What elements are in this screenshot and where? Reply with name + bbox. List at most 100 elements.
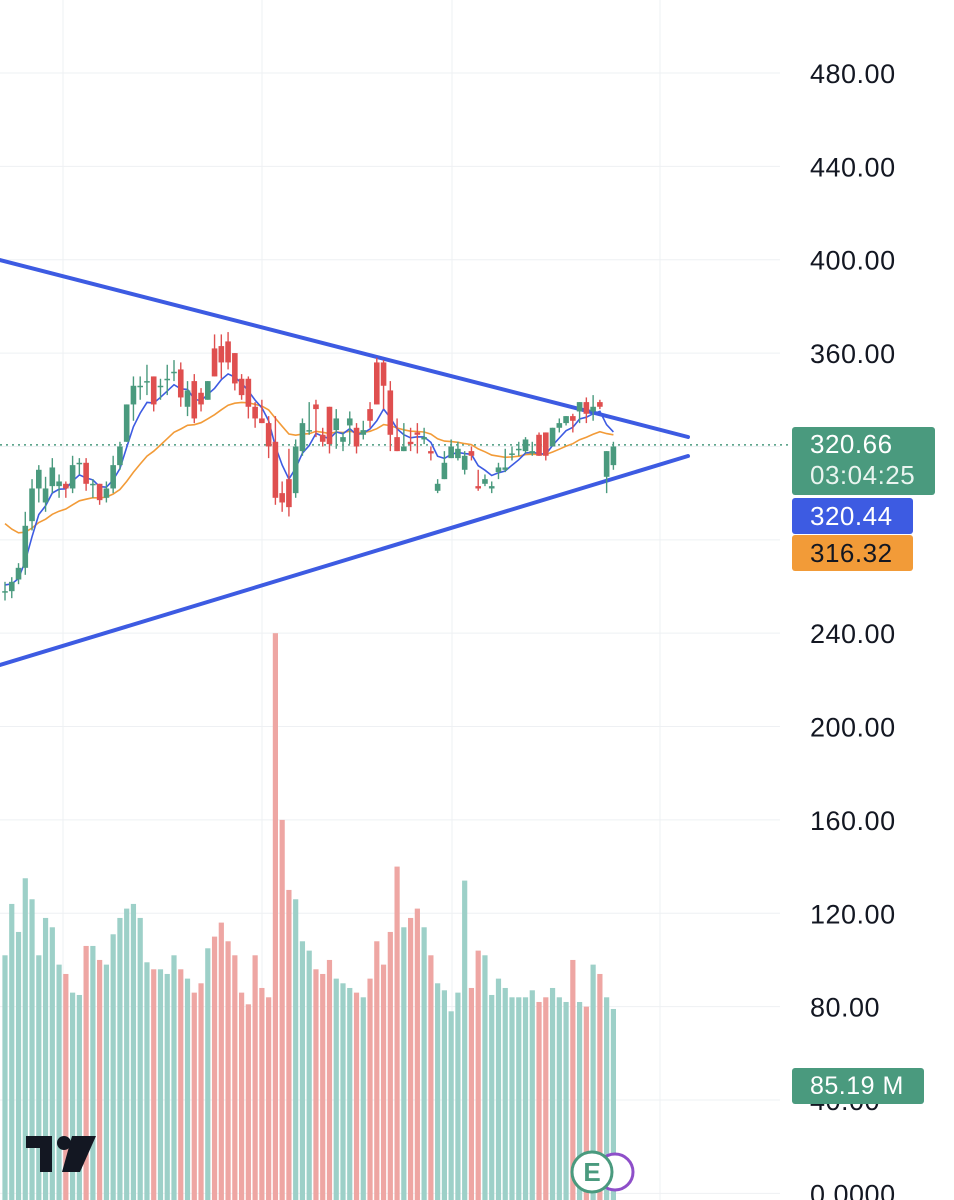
volume-bar — [347, 987, 353, 1200]
candle-body — [461, 455, 468, 470]
volume-bar — [56, 964, 62, 1200]
volume-bar — [475, 950, 481, 1200]
candlesticks — [2, 332, 617, 601]
candle-body — [475, 486, 481, 489]
candle — [90, 479, 96, 498]
volume-bar — [286, 889, 292, 1200]
candle — [211, 334, 218, 377]
candle — [536, 432, 542, 456]
candle — [326, 406, 333, 454]
candle — [380, 360, 387, 410]
candle — [150, 376, 157, 412]
volume-bar — [198, 983, 204, 1200]
price-tick-label: 480.00 — [810, 59, 896, 89]
candle-body — [252, 406, 258, 419]
volume-bar — [502, 987, 508, 1200]
volume-bar — [448, 1011, 454, 1200]
candle-body — [245, 378, 252, 407]
price-tick-label: 80.00 — [810, 993, 880, 1023]
candle-body — [340, 437, 346, 442]
candle-body — [103, 488, 110, 498]
volume-bar — [421, 927, 427, 1200]
candle-body — [8, 581, 15, 592]
volume-bar — [597, 973, 603, 1200]
volume-bar — [2, 955, 8, 1200]
candle — [191, 374, 198, 424]
candle — [434, 479, 441, 494]
svg-text:E: E — [583, 1157, 600, 1187]
price-tick-label: 240.00 — [810, 619, 896, 649]
candle-body — [2, 591, 8, 593]
candle-body — [610, 446, 617, 466]
volume-bar — [320, 973, 326, 1200]
earnings-e-icon[interactable]: E — [568, 1150, 638, 1200]
candle — [333, 409, 340, 449]
volume-bar — [374, 941, 380, 1200]
candle — [387, 381, 394, 452]
volume-bar — [110, 934, 116, 1200]
volume-bar — [124, 908, 130, 1200]
volume-bar — [313, 969, 319, 1200]
support-trendline — [0, 454, 690, 667]
candle — [495, 462, 502, 480]
volume-bar — [333, 978, 339, 1200]
volume-bar — [441, 990, 447, 1200]
candle-body — [117, 446, 123, 466]
price-tick-label: 160.00 — [810, 806, 896, 836]
volume-bar — [353, 992, 360, 1200]
volume-bar — [563, 1001, 569, 1200]
candle-body — [414, 432, 421, 435]
candle-body — [597, 402, 603, 407]
volume-bar — [90, 945, 96, 1200]
candle — [238, 374, 245, 400]
candle — [360, 420, 367, 440]
candle — [543, 432, 549, 461]
candle — [198, 388, 204, 412]
candle — [482, 474, 488, 487]
volume-bar — [178, 969, 184, 1200]
candle-body — [36, 469, 42, 489]
volume-bar — [610, 1008, 616, 1200]
candle — [144, 364, 150, 396]
candle — [590, 395, 596, 421]
volume-bar — [299, 941, 306, 1200]
volume-bar — [76, 994, 82, 1200]
candle-body — [434, 483, 441, 491]
volume-bar — [549, 987, 556, 1200]
candle-body — [177, 369, 184, 398]
volume-bar — [97, 959, 103, 1200]
candle-body — [29, 488, 35, 522]
candle — [570, 413, 576, 433]
candle-body — [157, 385, 164, 388]
candle-body — [482, 479, 488, 484]
volume-bar — [63, 973, 69, 1200]
candle-body — [590, 406, 596, 412]
candle — [576, 402, 583, 424]
candle-body — [265, 423, 272, 447]
candle — [515, 441, 522, 456]
candle — [76, 458, 83, 475]
candle — [441, 451, 448, 480]
volume-bar — [367, 978, 373, 1200]
candle-body — [130, 385, 137, 405]
volume-bar — [232, 955, 238, 1200]
candle-body — [232, 353, 238, 384]
candle-body — [326, 406, 333, 445]
candle-body — [286, 479, 292, 508]
candle-body — [69, 465, 76, 489]
candle-body — [353, 427, 360, 447]
candle-body — [83, 462, 89, 484]
candle — [353, 423, 360, 454]
candle — [502, 448, 509, 473]
candle — [8, 577, 15, 599]
trendlines[interactable] — [0, 258, 690, 667]
candle — [103, 481, 110, 503]
volume-bar — [184, 978, 191, 1200]
volume-bar — [83, 945, 89, 1200]
candle-body — [90, 483, 96, 486]
price-tick-label: 440.00 — [810, 152, 896, 182]
candle — [137, 376, 143, 400]
candle — [394, 418, 400, 452]
